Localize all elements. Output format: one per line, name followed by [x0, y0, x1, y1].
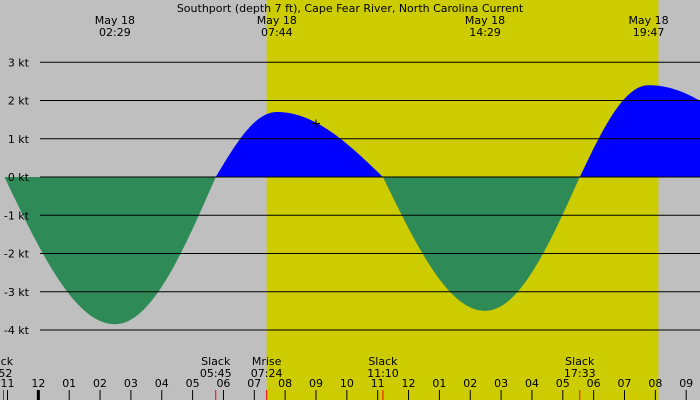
y-tick-label: 0 kt: [8, 171, 30, 184]
markers: [2, 119, 581, 400]
y-tick-label: -3 kt: [4, 286, 30, 299]
event-name: Slack: [201, 355, 231, 368]
chart-title: Southport (depth 7 ft), Cape Fear River,…: [177, 2, 524, 15]
event-name: ack: [0, 355, 14, 368]
event-name: Mrise: [252, 355, 282, 368]
x-tick-label: 03: [124, 377, 138, 390]
x-tick-label: 09: [309, 377, 323, 390]
x-tick-label: 03: [494, 377, 508, 390]
x-tick-label: 02: [93, 377, 107, 390]
event-name: Slack: [368, 355, 398, 368]
x-tick-label: 12: [31, 377, 45, 390]
event-time: 05:45: [200, 367, 232, 380]
event-time: 11:10: [367, 367, 399, 380]
x-tick-label: 01: [62, 377, 76, 390]
x-tick-label: 08: [278, 377, 292, 390]
x-tick-label: 02: [463, 377, 477, 390]
x-tick-label: 06: [216, 377, 230, 390]
extreme-date: May 18: [257, 14, 297, 27]
flood-areas: [215, 85, 700, 177]
event-time: 07:24: [251, 367, 283, 380]
ebb-area: [4, 177, 216, 325]
y-tick-label: 1 kt: [8, 133, 30, 146]
ebb-areas: [4, 177, 580, 325]
x-tick-label: 11: [1, 377, 15, 390]
y-tick-label: 3 kt: [8, 56, 30, 69]
extreme-date: May 18: [95, 14, 135, 27]
x-tick-label: 07: [618, 377, 632, 390]
event-labels: ack:52Slack05:45Mrise07:24Slack11:10Slac…: [0, 355, 596, 380]
x-tick-label: 05: [556, 377, 570, 390]
extreme-time: 19:47: [633, 26, 665, 39]
x-tick-label: 10: [340, 377, 354, 390]
x-tick-label: 04: [155, 377, 169, 390]
y-tick-label: 2 kt: [8, 95, 30, 108]
x-tick-label: 04: [525, 377, 539, 390]
flood-area: [579, 85, 700, 177]
event-time: 17:33: [564, 367, 596, 380]
x-tick-label: 09: [679, 377, 693, 390]
extreme-time: 02:29: [99, 26, 131, 39]
x-tick-label: 05: [186, 377, 200, 390]
x-tick-label: 08: [648, 377, 662, 390]
extreme-time: 07:44: [261, 26, 293, 39]
y-tick-label: -4 kt: [4, 324, 30, 337]
y-tick-label: -1 kt: [4, 209, 30, 222]
extreme-date: May 18: [465, 14, 505, 27]
x-tick-label: 06: [587, 377, 601, 390]
extreme-time: 14:29: [469, 26, 501, 39]
extreme-date: May 18: [628, 14, 668, 27]
x-tick-label: 12: [402, 377, 416, 390]
x-tick-label: 07: [247, 377, 261, 390]
event-name: Slack: [565, 355, 595, 368]
event-time: :52: [0, 367, 12, 380]
y-axis-labels: 3 kt 2 kt 1 kt 0 kt -1 kt -2 kt -3 kt -4 kt: [4, 56, 30, 337]
ebb-area: [382, 177, 580, 311]
flood-area: [215, 111, 383, 177]
x-tick-label: 11: [371, 377, 385, 390]
x-axis-labels: 11 12 01 02 03 04 05 06 07 08 09 10 11 12 01 02 03 04 05 06…: [1, 377, 693, 400]
x-tick-label: 01: [432, 377, 446, 390]
grid-lines: [40, 61, 700, 331]
y-tick-label: -2 kt: [4, 248, 30, 261]
